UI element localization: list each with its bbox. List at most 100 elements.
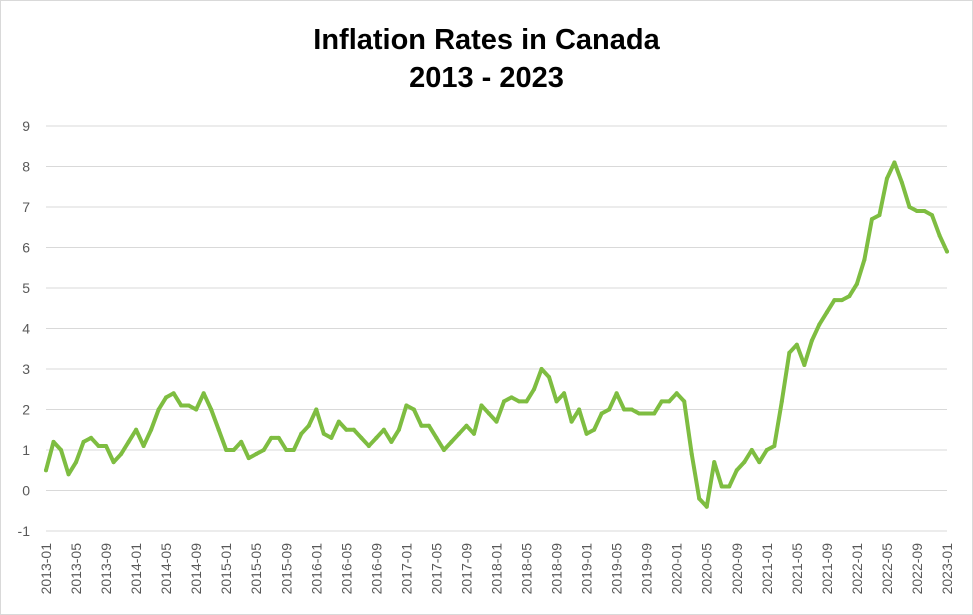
data-point [419,423,424,428]
x-tick-label: 2020-01 [669,543,685,595]
data-point [764,448,769,452]
data-point [839,298,844,303]
data-point [74,460,79,465]
data-point [59,448,64,452]
data-point [479,403,484,408]
data-point [194,407,199,412]
data-point [456,431,461,436]
x-tick-label: 2016-01 [308,543,324,595]
x-tick-label: 2016-05 [338,543,354,595]
x-tick-label: 2019-01 [579,543,595,595]
data-point [276,435,281,440]
data-point [471,431,476,436]
data-point [104,443,109,448]
x-tick-label: 2017-01 [398,543,414,595]
x-tick-label: 2013-09 [98,543,114,595]
data-point [517,399,522,404]
data-point [171,391,176,396]
x-tick-label: 2013-01 [38,543,54,595]
x-tick-label: 2023-01 [939,543,955,595]
data-point [44,468,48,473]
x-tick-label: 2022-09 [909,543,925,595]
data-point [201,391,206,396]
x-axis-ticks: 2013-01 2013-05 2013-09 2014-01 2014-05 2014-… [38,543,955,595]
data-point [291,448,296,452]
data-point [937,233,942,238]
data-point [269,435,274,440]
data-point [351,427,356,432]
data-point [216,427,221,432]
x-tick-label: 2020-05 [699,543,715,595]
gridlines [46,125,947,532]
data-point [344,427,349,432]
y-tick-label: 1 [22,442,30,458]
data-point [239,439,244,444]
data-point [719,484,724,489]
data-point [892,160,897,165]
data-point [261,448,266,452]
data-point [869,217,874,222]
x-tick-label: 2017-09 [458,543,474,595]
data-point [734,468,739,473]
y-tick-label: 9 [22,118,30,134]
data-point [329,435,334,440]
data-point [149,427,154,432]
data-point [254,452,259,457]
x-tick-label: 2022-01 [849,543,865,595]
data-point [502,399,507,404]
data-point [899,180,904,185]
data-point [682,399,687,404]
y-tick-label: 5 [22,280,30,296]
data-point [66,472,71,477]
data-point [704,504,709,509]
y-axis-ticks: -1 0 1 2 3 4 5 6 7 8 9 [18,118,31,539]
data-point [314,407,319,412]
data-point [156,407,161,412]
x-tick-label: 2014-09 [188,543,204,595]
data-point [757,460,762,465]
data-point [494,419,499,424]
x-tick-label: 2014-05 [158,543,174,595]
data-point [186,403,191,408]
data-point [299,431,304,436]
data-point [284,448,289,452]
data-point [81,439,86,444]
chart-title: Inflation Rates in Canada 2013 - 2023 [1,21,972,97]
x-tick-label: 2015-05 [248,543,264,595]
data-point [854,281,859,286]
data-point [877,213,882,218]
data-point [697,496,702,501]
data-point [622,407,627,412]
data-point [659,399,664,404]
data-point [51,439,56,444]
x-tick-label: 2013-05 [68,543,84,595]
data-point [464,423,469,428]
x-tick-label: 2018-01 [489,543,505,595]
data-point [945,249,949,254]
data-point [592,427,597,432]
data-point [614,391,619,396]
data-point [231,448,236,452]
data-point [441,448,446,452]
data-point [907,205,912,209]
data-point [449,439,454,444]
y-tick-label: 0 [22,483,30,499]
data-point [96,443,101,448]
x-tick-label: 2019-09 [639,543,655,595]
data-point [381,427,386,432]
x-tick-label: 2021-01 [759,543,775,595]
x-tick-label: 2019-05 [609,543,625,595]
data-point [411,407,416,412]
data-point [164,395,169,400]
data-point [599,411,604,416]
data-point [862,257,867,262]
y-tick-label: 6 [22,240,30,256]
series-layer [44,160,949,509]
y-tick-label: 2 [22,402,30,418]
y-tick-label: -1 [18,523,31,539]
x-tick-label: 2022-05 [879,543,895,595]
data-point [321,431,326,436]
data-point [396,427,401,432]
y-tick-label: 4 [22,321,30,337]
